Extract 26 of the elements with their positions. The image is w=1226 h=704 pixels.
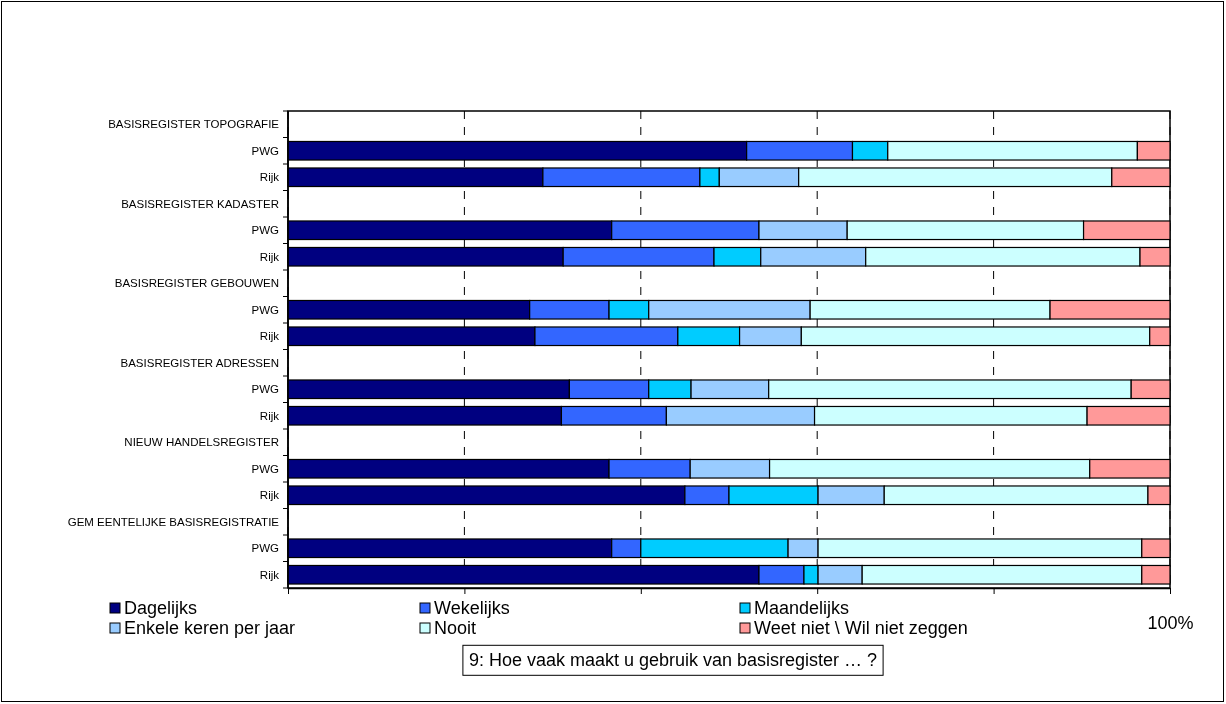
y-tick-label: Rijk [259,568,280,581]
y-tick-label: Rijk [259,330,280,343]
text: 9: Hoe vaak maakt u gebruik van basisregister … ? [468,650,878,671]
y-tick-label: GEM EENTELIJKE BASISREGISTRATIE [67,515,280,528]
y-tick-label: PWG [251,542,280,555]
y-tick-label: Rijk [259,489,280,502]
legend-label: Weet niet \ Wil niet zeggen [754,618,968,639]
y-tick-label: PWG [251,144,280,157]
y-tick-label: PWG [251,383,280,396]
y-tick-label: PWG [251,462,280,475]
legend-label: Enkele keren per jaar [124,618,296,639]
legend-label: Wekelijks [434,598,510,619]
legend-label: Maandelijks [754,598,850,619]
y-tick-label: BASISREGISTER ADRESSEN [120,356,279,369]
x-tick-label: 100% [1147,613,1194,634]
y-tick-label: NIEUW HANDELSREGISTER [124,436,279,449]
y-tick-label: Rijk [259,250,280,263]
y-tick-label: Rijk [259,171,280,184]
y-tick-label: BASISREGISTER KADASTER [121,197,279,210]
legend-label: Dagelijks [124,598,198,619]
y-tick-label: BASISREGISTER TOPOGRAFIE [108,118,280,131]
y-tick-label: PWG [251,224,280,237]
y-tick-label: PWG [251,303,280,316]
y-tick-label: BASISREGISTER GEBOUWEN [114,277,279,290]
y-tick-label: Rijk [259,409,280,422]
legend-label: Nooit [434,618,477,639]
